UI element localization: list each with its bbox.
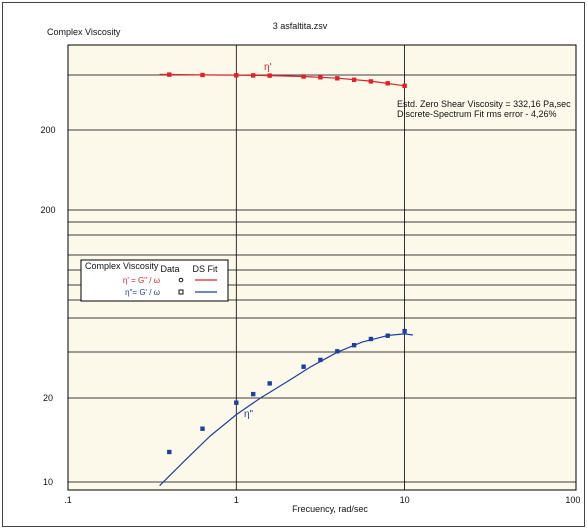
eta-prime-point-10: [385, 81, 390, 86]
eta-double-prime-point-1: [200, 426, 205, 431]
y-tick-label-2: 20: [43, 393, 53, 403]
series-label-eta-prime: η': [264, 62, 272, 73]
series-label-eta-double-prime: η": [244, 409, 254, 420]
eta-double-prime-fit-line: [159, 333, 413, 487]
legend-title: Complex Viscosity: [85, 261, 159, 271]
x-tick-label-1: 1: [234, 495, 239, 505]
eta-prime-point-6: [318, 75, 323, 80]
eta-prime-fit-line: [159, 73, 405, 87]
legend-row2-data-marker: [178, 289, 184, 295]
legend-col-data: Data: [160, 264, 179, 274]
y-tick-label-0: 200: [40, 125, 55, 135]
legend-row2-label: η"= G' / ω: [125, 288, 160, 297]
eta-prime-point-0: [167, 72, 172, 77]
eta-double-prime-point-10: [385, 333, 390, 338]
eta-prime-point-4: [267, 73, 272, 78]
eta-double-prime-point-9: [368, 336, 374, 342]
eta-double-prime-point-7: [335, 349, 340, 354]
eta-prime-point-8: [351, 77, 357, 82]
eta-prime-point-3: [251, 73, 256, 78]
eta-prime-point-2: [234, 73, 239, 78]
y-axis-label: Complex Viscosity: [47, 27, 121, 37]
legend-col-fit: DS Fit: [192, 264, 218, 274]
legend-row1-label: η' = G" / ω: [123, 276, 160, 285]
y-tick-label-3: 10: [43, 477, 53, 487]
x-tick-label-2: 10: [400, 495, 410, 505]
eta-double-prime-point-4: [267, 381, 272, 386]
eta-double-prime-point-5: [301, 364, 306, 369]
annotation-rms-error: Discrete-Spectrum Fit rms error - 4,26%: [397, 109, 557, 119]
eta-double-prime-point-2: [234, 400, 239, 405]
eta-prime-point-9: [368, 79, 374, 84]
eta-double-prime-point-3: [251, 391, 256, 397]
tick-labels: .1 1 10 100 200 200 20 10: [40, 125, 580, 505]
eta-double-prime-point-0: [167, 449, 172, 455]
legend: Complex Viscosity Data DS Fit η' = G" / …: [80, 259, 229, 302]
x-axis-label: Frecuency, rad/sec: [292, 504, 368, 514]
chart-title: 3 asfaltita.zsv: [273, 21, 328, 31]
legend-row1-data-marker: [178, 277, 184, 283]
annotation-zero-shear: Estd. Zero Shear Viscosity = 332,16 Pa,s…: [397, 99, 571, 109]
x-tick-label-3: 100: [565, 495, 580, 505]
eta-prime-point-11: [402, 83, 407, 88]
y-tick-label-1: 200: [40, 205, 55, 215]
x-tick-label-0: .1: [64, 495, 72, 505]
eta-prime-point-7: [335, 76, 340, 81]
series-eta-double-prime: [159, 328, 413, 487]
grid-lines: [68, 45, 576, 490]
eta-double-prime-point-11: [402, 328, 407, 334]
eta-double-prime-point-6: [318, 357, 323, 363]
eta-prime-point-5: [301, 74, 306, 79]
eta-prime-point-1: [200, 72, 205, 78]
eta-double-prime-point-8: [351, 343, 357, 348]
series-eta-prime: [159, 72, 407, 88]
